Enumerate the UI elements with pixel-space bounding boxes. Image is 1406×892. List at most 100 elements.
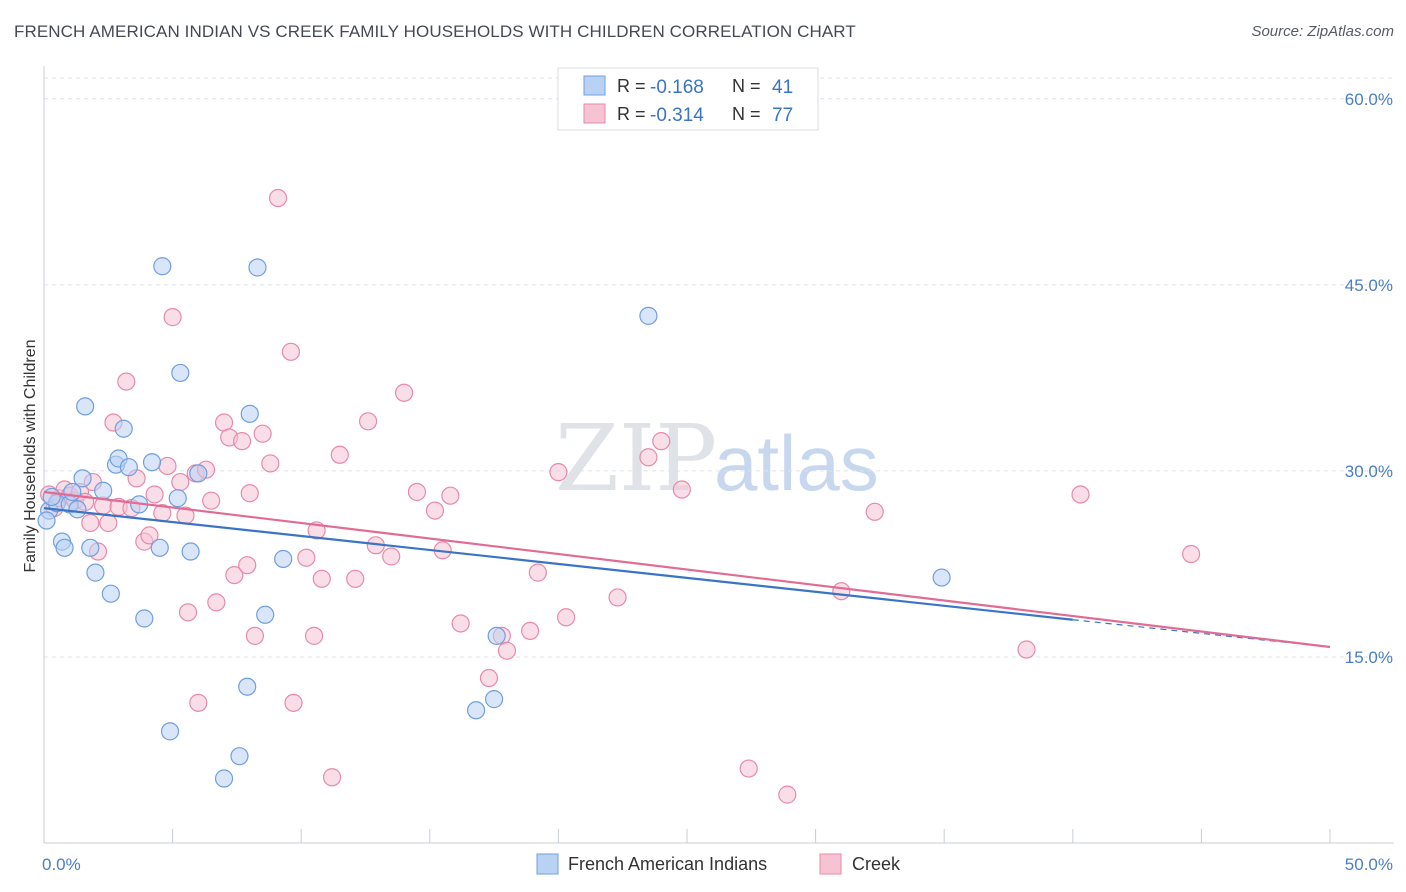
blue-point-21 — [153, 257, 172, 276]
blue-point-19 — [142, 453, 162, 472]
pink-point-24 — [171, 472, 190, 492]
blue-point-29 — [238, 677, 257, 696]
legend-french-american-indians-swatch — [536, 853, 559, 875]
blue-point-31 — [248, 258, 267, 277]
pink-point-60 — [479, 668, 499, 688]
pink-point-70 — [672, 480, 691, 499]
blue-point-12 — [101, 584, 120, 603]
blue-point-39 — [37, 511, 56, 530]
legend-blue-swatch — [583, 75, 606, 96]
pink-point-30 — [202, 491, 221, 510]
legend-r-label-2: R = — [617, 104, 646, 124]
pink-point-45 — [304, 626, 324, 645]
pink-point-56 — [425, 501, 445, 520]
legend-creek-swatch — [819, 853, 842, 875]
blue-point-34 — [466, 701, 486, 720]
x-tick-label-max: 50.0% — [1345, 855, 1393, 874]
x-tick-labels: 0.0% 50.0% — [42, 855, 1393, 874]
blue-point-7 — [73, 469, 92, 488]
pink-point-63 — [521, 621, 540, 641]
series-legend: French American Indians Creek — [536, 853, 901, 875]
pink-point-40 — [261, 454, 280, 473]
legend-r-value-1: -0.168 — [650, 77, 704, 98]
pink-point-44 — [297, 548, 316, 567]
blue-point-10 — [86, 563, 105, 582]
pink-point-36 — [238, 556, 257, 575]
pink-point-67 — [608, 588, 627, 607]
blue-point-22 — [160, 722, 180, 741]
blue-point-32 — [256, 605, 275, 624]
blue-point-38 — [932, 568, 951, 587]
pink-point-69 — [652, 432, 671, 451]
legend-n-value-1: 41 — [772, 77, 793, 98]
blue-point-8 — [76, 397, 95, 416]
pink-point-65 — [549, 463, 568, 482]
pink-point-62 — [497, 641, 517, 660]
blue-point-33 — [274, 549, 293, 569]
pink-point-38 — [245, 626, 265, 645]
blue-point-11 — [94, 481, 113, 500]
pink-point-49 — [330, 445, 349, 464]
blue-point-20 — [150, 538, 169, 557]
pink-point-26 — [178, 603, 198, 622]
scatter-points — [37, 188, 1201, 804]
pink-point-23 — [163, 308, 182, 327]
legend-french-american-indians-label: French American Indians — [568, 854, 767, 874]
y-tick-labels: 15.0% 30.0% 45.0% 60.0% — [1345, 90, 1393, 667]
legend-n-label-2: N = — [732, 104, 761, 124]
pink-point-19 — [140, 526, 159, 545]
pink-point-20 — [145, 485, 164, 504]
pink-point-35 — [232, 432, 252, 451]
blue-point-16 — [119, 458, 138, 477]
pink-point-54 — [394, 383, 414, 402]
blue-point-28 — [230, 747, 249, 766]
watermark-zip: ZIP — [555, 405, 717, 512]
legend-r-value-2: -0.314 — [650, 105, 704, 126]
chart-title: FRENCH AMERICAN INDIAN VS CREEK FAMILY H… — [14, 22, 856, 41]
pink-point-28 — [189, 693, 208, 712]
blue-point-15 — [114, 419, 133, 438]
y-tick-label-60: 60.0% — [1345, 90, 1393, 109]
pink-point-48 — [322, 768, 342, 787]
blue-point-35 — [485, 690, 504, 709]
blue-trend-line — [43, 507, 1073, 621]
pink-point-76 — [1071, 485, 1090, 504]
pink-point-37 — [240, 484, 259, 503]
pink-point-75 — [1017, 640, 1036, 659]
legend-n-value-2: 77 — [772, 105, 793, 126]
watermark-atlas: atlas — [714, 419, 879, 507]
pink-point-50 — [346, 569, 365, 588]
pink-point-59 — [451, 614, 470, 633]
pink-point-58 — [441, 486, 460, 505]
legend-creek-label: Creek — [852, 854, 901, 874]
blue-point-26 — [189, 464, 208, 483]
pink-point-22 — [158, 456, 177, 476]
x-tick-label-min: 0.0% — [42, 855, 81, 874]
blue-point-37 — [639, 306, 658, 325]
trend-lines — [43, 490, 1331, 649]
watermark: ZIP atlas — [555, 405, 879, 512]
legend-n-label-1: N = — [732, 76, 761, 96]
blue-point-25 — [181, 542, 200, 561]
pink-point-71 — [739, 759, 758, 778]
pink-point-77 — [1182, 544, 1201, 564]
blue-point-9 — [81, 538, 100, 557]
pink-trend-line — [43, 490, 1331, 649]
blue-point-36 — [487, 626, 506, 645]
pink-point-64 — [528, 563, 547, 582]
blue-point-30 — [240, 404, 259, 423]
pink-point-66 — [557, 608, 576, 627]
pink-point-43 — [284, 693, 303, 712]
axes — [43, 66, 1394, 844]
y-tick-label-45: 45.0% — [1345, 276, 1393, 295]
pink-point-55 — [407, 482, 427, 502]
pink-point-34 — [225, 565, 244, 585]
blue-point-6 — [68, 500, 87, 519]
pink-point-12 — [99, 513, 118, 533]
pink-point-74 — [865, 502, 884, 521]
pink-point-31 — [207, 593, 226, 612]
legend-r-label-1: R = — [617, 76, 646, 96]
pink-point-41 — [268, 188, 288, 208]
pink-point-53 — [382, 547, 401, 566]
